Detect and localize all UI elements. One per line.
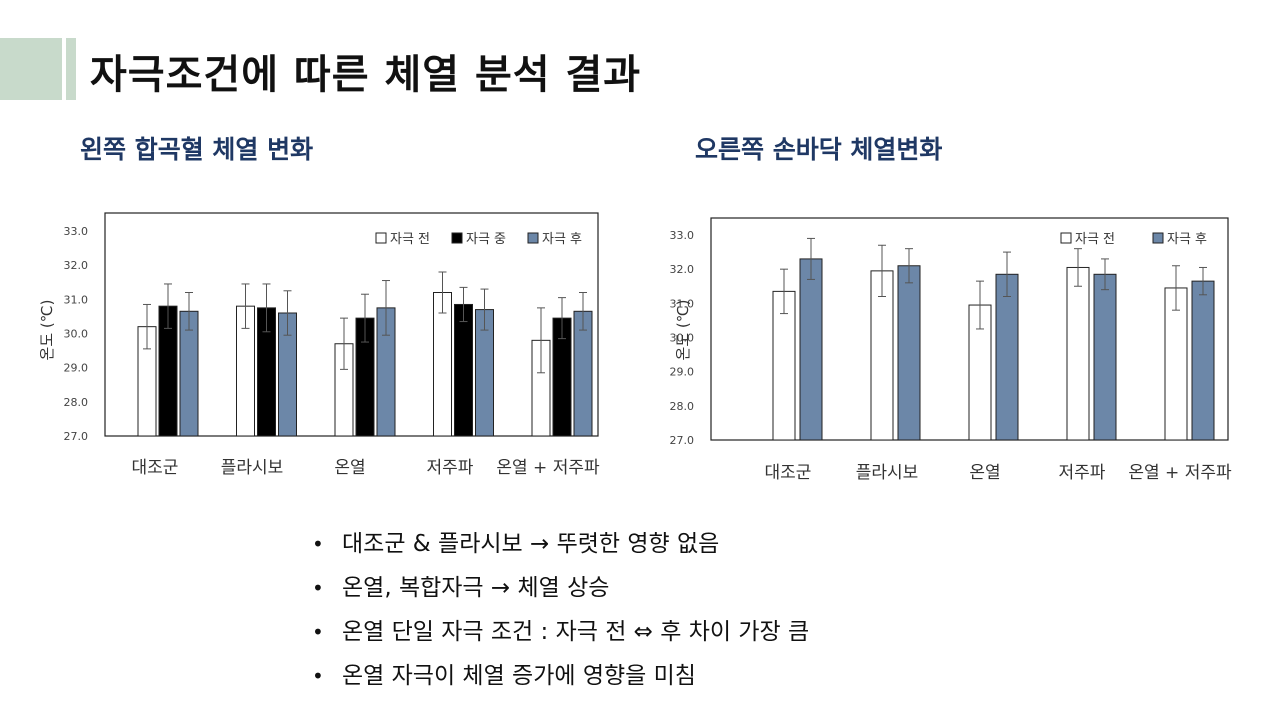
y-axis-label: 온도 (℃) xyxy=(674,300,692,361)
x-category-label: 온열 xyxy=(334,458,365,478)
legend-label: 자극 후 xyxy=(1167,232,1207,247)
title-accent-bar xyxy=(66,38,76,100)
finding-item: • 대조군 & 플라시보 → 뚜렷한 영향 없음 xyxy=(312,522,809,566)
y-tick-label: 31.0 xyxy=(670,297,695,310)
legend-swatch xyxy=(375,232,387,244)
y-axis-label: 온도 (℃) xyxy=(38,300,56,361)
bullet-dot: • xyxy=(312,576,324,600)
x-category-label: 플라시보 xyxy=(221,458,284,478)
bar xyxy=(897,265,921,441)
bullet-dot: • xyxy=(312,664,324,688)
y-tick-label: 32.0 xyxy=(64,259,89,272)
x-category-label: 플라시보 xyxy=(856,463,919,483)
finding-item: • 온열 자극이 체열 증가에 영향을 미침 xyxy=(312,654,809,698)
findings-list: • 대조군 & 플라시보 → 뚜렷한 영향 없음 • 온열, 복합자극 → 체열 상… xyxy=(312,522,809,698)
legend-label: 자극 전 xyxy=(1075,232,1115,247)
bar xyxy=(995,273,1019,441)
x-category-label: 온열 + 저주파 xyxy=(1128,463,1232,483)
title-accent-block xyxy=(0,38,62,100)
bullet-dot: • xyxy=(312,532,324,556)
y-tick-label: 29.0 xyxy=(64,362,89,375)
finding-item: • 온열, 복합자극 → 체열 상승 xyxy=(312,566,809,610)
legend-label: 자극 후 xyxy=(542,232,582,247)
legend-swatch xyxy=(1152,232,1164,244)
finding-text: 온열 단일 자극 조건 : 자극 전 ⇔ 후 차이 가장 큼 xyxy=(342,619,810,645)
y-tick-label: 28.0 xyxy=(670,400,695,413)
x-category-label: 저주파 xyxy=(1059,463,1106,483)
bar xyxy=(1093,273,1117,441)
y-tick-label: 30.0 xyxy=(670,332,695,345)
bar xyxy=(454,303,473,437)
finding-item: • 온열 단일 자극 조건 : 자극 전 ⇔ 후 차이 가장 큼 xyxy=(312,610,809,654)
x-category-label: 온열 xyxy=(969,463,1000,483)
legend-swatch xyxy=(1060,232,1072,244)
bar xyxy=(1164,287,1188,441)
x-category-label: 저주파 xyxy=(427,458,474,478)
y-tick-label: 27.0 xyxy=(670,434,695,447)
y-tick-label: 27.0 xyxy=(64,430,89,443)
left-chart-heading: 왼쪽 합곡혈 체열 변화 xyxy=(80,135,314,164)
page-title: 자극조건에 따른 체열 분석 결과 xyxy=(90,52,642,98)
bar xyxy=(799,258,823,441)
legend-swatch xyxy=(527,232,539,244)
y-tick-label: 33.0 xyxy=(670,229,695,242)
y-tick-label: 29.0 xyxy=(670,366,695,379)
legend-swatch xyxy=(451,232,463,244)
y-tick-label: 28.0 xyxy=(64,396,89,409)
bar xyxy=(1191,280,1215,441)
y-tick-label: 33.0 xyxy=(64,225,89,238)
x-category-label: 대조군 xyxy=(765,463,812,483)
finding-text: 온열, 복합자극 → 체열 상승 xyxy=(342,575,610,601)
finding-text: 온열 자극이 체열 증가에 영향을 미침 xyxy=(342,663,696,689)
finding-text: 대조군 & 플라시보 → 뚜렷한 영향 없음 xyxy=(342,531,720,557)
y-tick-label: 30.0 xyxy=(64,328,89,341)
y-tick-label: 31.0 xyxy=(64,293,89,306)
x-category-label: 온열 + 저주파 xyxy=(496,458,600,478)
right-chart-heading: 오른쪽 손바닥 체열변화 xyxy=(695,135,943,164)
y-tick-label: 32.0 xyxy=(670,263,695,276)
legend-label: 자극 중 xyxy=(466,232,506,247)
legend-label: 자극 전 xyxy=(390,232,430,247)
bullet-dot: • xyxy=(312,620,324,644)
bar xyxy=(433,292,452,437)
x-category-label: 대조군 xyxy=(132,458,179,478)
bar xyxy=(1066,266,1090,441)
